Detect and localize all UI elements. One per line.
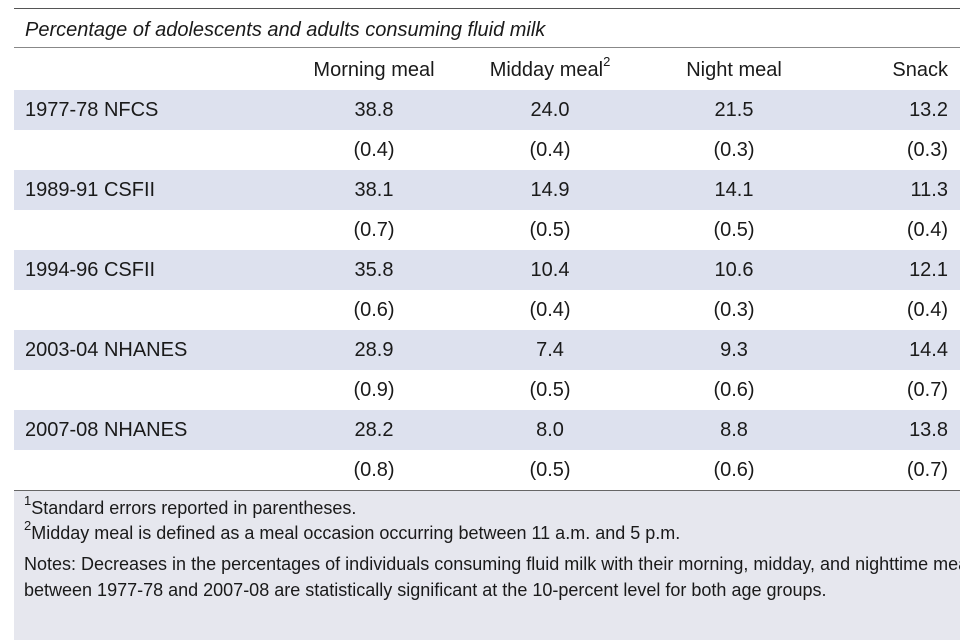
value: 21.5 bbox=[714, 99, 754, 121]
column-header: Midday meal2 bbox=[490, 50, 611, 90]
column-header-text: Morning meal bbox=[313, 59, 435, 81]
table-title: Percentage of adolescents and adults con… bbox=[14, 9, 960, 48]
value: 24.0 bbox=[530, 99, 570, 121]
value: 12.1 bbox=[909, 259, 948, 281]
standard-error: (0.8) bbox=[353, 459, 395, 481]
footnote-marker: 1 bbox=[24, 493, 32, 508]
value: 11.3 bbox=[910, 179, 948, 201]
column-header: Night meal bbox=[686, 50, 782, 90]
footnote-text: Standard errors reported in parentheses. bbox=[31, 498, 357, 518]
top-rule bbox=[14, 8, 960, 9]
row-label: 2003-04 NHANES bbox=[25, 339, 188, 361]
footnote-marker: 2 bbox=[24, 518, 32, 533]
row-label: 2007-08 NHANES bbox=[25, 419, 188, 441]
value-row: 2003-04 NHANES 28.9 7.4 9.3 14.4 bbox=[14, 330, 960, 370]
value: 38.1 bbox=[354, 179, 394, 201]
standard-error: (0.4) bbox=[906, 219, 948, 241]
error-row: (0.9) (0.5) (0.6) (0.7) bbox=[14, 370, 960, 410]
column-header-text: Midday meal bbox=[489, 59, 604, 81]
value: 14.1 bbox=[714, 179, 754, 201]
standard-error: (0.6) bbox=[713, 459, 755, 481]
footnote: 2Midday meal is defined as a meal occasi… bbox=[24, 519, 681, 544]
error-row: (0.7) (0.5) (0.5) (0.4) bbox=[14, 210, 960, 250]
value: 28.9 bbox=[354, 339, 394, 361]
header-row: Morning meal Midday meal2 Night meal Snack bbox=[14, 50, 960, 90]
standard-error: (0.6) bbox=[713, 379, 755, 401]
value: 10.6 bbox=[714, 259, 754, 281]
value: 14.4 bbox=[909, 339, 948, 361]
footnote: 1Standard errors reported in parentheses… bbox=[24, 494, 357, 519]
standard-error: (0.5) bbox=[529, 459, 571, 481]
value: 8.8 bbox=[720, 419, 748, 441]
standard-error: (0.7) bbox=[906, 379, 948, 401]
error-row: (0.8) (0.5) (0.6) (0.7) bbox=[14, 450, 960, 490]
column-header-text: Night meal bbox=[686, 59, 782, 81]
column-header: Snack bbox=[892, 50, 948, 90]
standard-error: (0.5) bbox=[713, 219, 755, 241]
notes: Notes: Decreases in the percentages of i… bbox=[24, 554, 960, 600]
standard-error: (0.5) bbox=[529, 379, 571, 401]
standard-error: (0.4) bbox=[529, 139, 571, 161]
standard-error: (0.3) bbox=[713, 299, 755, 321]
row-label: 1989-91 CSFII bbox=[25, 179, 156, 201]
column-header: Morning meal bbox=[313, 50, 434, 90]
value-row: 2007-08 NHANES 28.2 8.0 8.8 13.8 bbox=[14, 410, 960, 450]
value: 7.4 bbox=[536, 339, 564, 361]
column-header-text: Snack bbox=[892, 59, 948, 81]
standard-error: (0.6) bbox=[353, 299, 395, 321]
value: 13.2 bbox=[909, 99, 948, 121]
standard-error: (0.3) bbox=[713, 139, 755, 161]
value: 14.9 bbox=[530, 179, 570, 201]
value: 10.4 bbox=[530, 259, 570, 281]
footnote-marker: 2 bbox=[603, 54, 611, 70]
standard-error: (0.3) bbox=[906, 139, 948, 161]
standard-error: (0.5) bbox=[529, 219, 571, 241]
row-label: 1994-96 CSFII bbox=[25, 259, 156, 281]
value: 13.8 bbox=[909, 419, 948, 441]
standard-error: (0.4) bbox=[353, 139, 395, 161]
footer: Notes: Decreases in the percentages of i… bbox=[14, 490, 960, 640]
error-row: (0.6) (0.4) (0.3) (0.4) bbox=[14, 290, 960, 330]
standard-error: (0.7) bbox=[353, 219, 395, 241]
value-row: 1989-91 CSFII 38.1 14.9 14.1 11.3 bbox=[14, 170, 960, 210]
value: 35.8 bbox=[354, 259, 394, 281]
value: 38.8 bbox=[354, 99, 394, 121]
standard-error: (0.4) bbox=[906, 299, 948, 321]
standard-error: (0.4) bbox=[529, 299, 571, 321]
value: 8.0 bbox=[536, 419, 564, 441]
value-row: 1977-78 NFCS 38.8 24.0 21.5 13.2 bbox=[14, 90, 960, 130]
footnote-text: Midday meal is defined as a meal occasio… bbox=[31, 523, 681, 543]
error-row: (0.4) (0.4) (0.3) (0.3) bbox=[14, 130, 960, 170]
standard-error: (0.7) bbox=[906, 459, 948, 481]
value-row: 1994-96 CSFII 35.8 10.4 10.6 12.1 bbox=[14, 250, 960, 290]
value: 28.2 bbox=[354, 419, 394, 441]
standard-error: (0.9) bbox=[353, 379, 395, 401]
row-label: 1977-78 NFCS bbox=[25, 99, 159, 121]
value: 9.3 bbox=[720, 339, 748, 361]
